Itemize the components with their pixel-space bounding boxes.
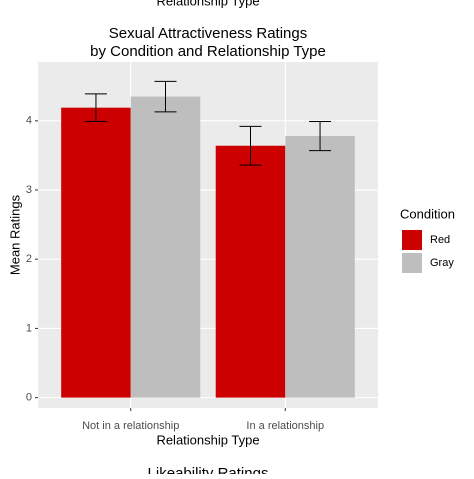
- y-tick-label: 2: [26, 253, 32, 265]
- chart-title: Sexual Attractiveness Ratings: [109, 25, 307, 42]
- legend-key: [402, 230, 422, 250]
- cut-bottom-title: Likeability Ratings: [148, 465, 269, 474]
- legend-title: Condition: [400, 206, 455, 221]
- bar: [61, 107, 131, 398]
- x-tick-label: In a relationship: [246, 420, 324, 432]
- error-bar: [154, 80, 177, 113]
- y-tick-label: 1: [26, 322, 32, 334]
- legend-key: [402, 253, 422, 273]
- x-tick-label: Not in a relationship: [82, 420, 179, 432]
- bar: [285, 136, 355, 398]
- x-axis-label: Relationship Type: [156, 432, 259, 447]
- error-bar: [239, 125, 262, 166]
- error-bar: [309, 121, 332, 152]
- cut-top-label: Relationship Type: [156, 0, 259, 8]
- error-bar: [84, 93, 107, 123]
- legend-label: Gray: [430, 257, 454, 269]
- chart-title: by Condition and Relationship Type: [90, 43, 326, 60]
- y-tick-label: 0: [26, 392, 32, 404]
- bar: [215, 145, 286, 398]
- y-axis-label: Mean Ratings: [7, 194, 22, 275]
- y-tick-label: 3: [26, 184, 32, 196]
- y-tick-label: 4: [26, 115, 32, 127]
- bar: [130, 96, 201, 398]
- legend-label: Red: [430, 234, 450, 246]
